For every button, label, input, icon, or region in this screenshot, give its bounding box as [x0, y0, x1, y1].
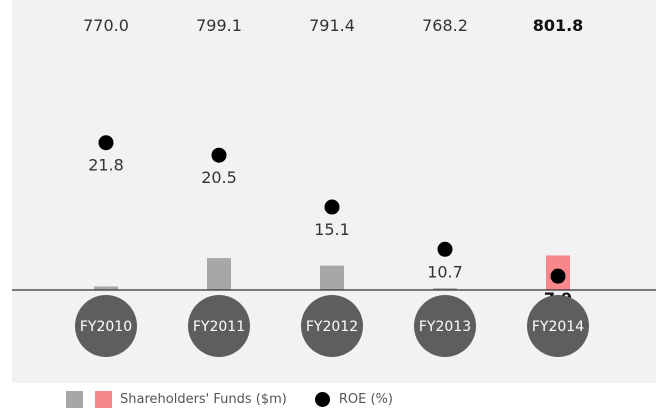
roe-point-fy2012 [324, 199, 340, 215]
legend-dot-roe [314, 391, 330, 407]
legend-swatch-funds-highlight [95, 390, 112, 408]
category-badge-fy2014 [527, 295, 589, 357]
legend: Shareholders' Funds ($m) ROE (%) [66, 389, 393, 409]
bar-value-label-fy2014: 801.8 [533, 16, 584, 35]
category-badge-fy2012 [301, 295, 363, 357]
bar-value-label-fy2012: 791.4 [309, 16, 355, 35]
category-label-fy2014: FY2014 [532, 319, 584, 335]
category-layer: FY2010 FY2011 FY2012 FY2013 FY2014 [75, 295, 589, 357]
roe-value-label-fy2011: 20.5 [201, 168, 237, 187]
bar-fy2010 [94, 286, 118, 290]
roe-value-label-fy2012: 15.1 [314, 220, 350, 239]
roe-point-fy2013 [437, 241, 453, 257]
category-badge-fy2010 [75, 295, 137, 357]
bar-fy2011 [207, 258, 231, 290]
category-label-fy2011: FY2011 [193, 319, 245, 335]
roe-value-label-fy2013: 10.7 [427, 262, 463, 281]
roe-point-fy2010 [98, 135, 114, 151]
roe-point-fy2014 [550, 268, 566, 284]
category-badge-fy2013 [414, 295, 476, 357]
category-label-fy2012: FY2012 [306, 319, 358, 335]
roe-value-label-fy2010: 21.8 [88, 156, 124, 175]
category-badge-fy2011 [188, 295, 250, 357]
labels-layer: 770.0 21.8 799.1 20.5 791.4 15.1 768.2 10.7 801.… [83, 16, 583, 308]
bar-value-label-fy2010: 770.0 [83, 16, 129, 35]
legend-label-roe: ROE (%) [338, 391, 393, 407]
bar-value-label-fy2011: 799.1 [196, 16, 242, 35]
bar-value-label-fy2013: 768.2 [422, 16, 468, 35]
roe-point-fy2011 [211, 147, 227, 163]
legend-label-funds: Shareholders' Funds ($m) [120, 391, 287, 407]
legend-swatch-funds [66, 390, 83, 408]
bar-fy2013 [433, 288, 457, 290]
category-label-fy2013: FY2013 [419, 319, 471, 335]
bar-fy2012 [320, 265, 344, 290]
category-label-fy2010: FY2010 [80, 319, 132, 335]
roe-layer [98, 135, 566, 284]
